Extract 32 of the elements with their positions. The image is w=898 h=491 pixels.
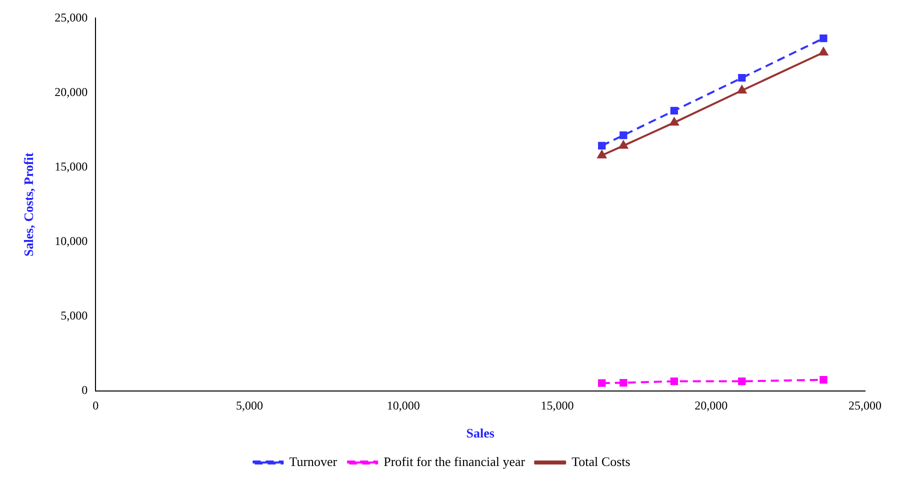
point bbox=[618, 140, 628, 149]
x-axis-title: Sales bbox=[466, 426, 494, 441]
legend-label: Turnover bbox=[289, 454, 338, 469]
point bbox=[598, 379, 606, 387]
point bbox=[620, 131, 628, 140]
point bbox=[598, 142, 606, 150]
point bbox=[820, 376, 828, 384]
point bbox=[670, 106, 678, 114]
x-tick-label: 15,000 bbox=[540, 398, 574, 412]
point bbox=[738, 377, 746, 386]
legend-label: Total Costs bbox=[572, 454, 630, 469]
point bbox=[670, 118, 679, 126]
y-tick-label: 0 bbox=[82, 383, 88, 398]
x-tick-label: 25,000 bbox=[848, 398, 882, 412]
y-tick-label: 15,000 bbox=[54, 159, 88, 174]
y-tick-label: 20,000 bbox=[54, 84, 88, 99]
y-tick-label: 10,000 bbox=[54, 234, 88, 248]
point bbox=[670, 377, 678, 386]
y-tick-label: 5,000 bbox=[60, 308, 88, 323]
x-tick-label: 0 bbox=[92, 398, 99, 412]
point bbox=[620, 378, 628, 387]
point bbox=[737, 86, 746, 94]
legend-label: Profit for the financial year bbox=[384, 454, 526, 469]
point bbox=[820, 34, 828, 42]
x-tick-label: 20,000 bbox=[694, 398, 728, 412]
x-tick-label: 5,000 bbox=[236, 398, 263, 412]
point bbox=[818, 48, 828, 56]
point bbox=[738, 74, 746, 82]
point bbox=[597, 150, 606, 158]
y-axis-title: Sales, Costs, Profit bbox=[21, 152, 36, 256]
y-tick-label: 25,000 bbox=[54, 10, 88, 24]
x-tick-label: 10,000 bbox=[386, 398, 420, 412]
